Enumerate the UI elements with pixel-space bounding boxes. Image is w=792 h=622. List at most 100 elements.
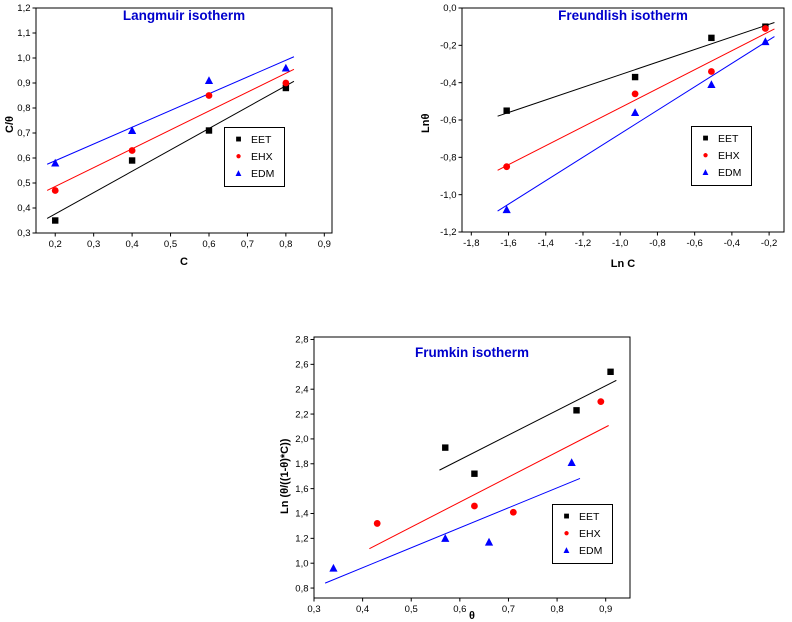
eet-fit-line — [46, 80, 295, 219]
eet-points — [442, 368, 614, 477]
y-tick-label: 0,7 — [17, 128, 30, 139]
edm-points — [502, 37, 770, 214]
y-tick-label: 0,8 — [17, 103, 30, 114]
ehx-circle-marker-icon: ● — [235, 151, 242, 163]
edm-triangle-marker-icon: ▲ — [561, 544, 572, 556]
eet-square-marker-icon: ■ — [702, 133, 709, 145]
legend-series-label: EET — [251, 134, 272, 146]
edm-fit-line — [324, 477, 581, 584]
x-tick-label: -0,4 — [724, 238, 740, 249]
x-tick-label: 0,8 — [550, 604, 563, 615]
y-tick-label: 1,0 — [17, 53, 30, 64]
legend-series-label: EDM — [251, 167, 275, 180]
freundlish-chart: -1,8 -1,6 -1,4 -1,2 -1,0 -0,8 -0,6 -0,4 -0,2 0,0 -… — [408, 0, 790, 272]
frumkin-title: Frumkin isotherm — [414, 345, 530, 360]
eet-square-marker-icon: ■ — [235, 134, 242, 146]
y-tick-label: -1,2 — [440, 227, 456, 238]
x-tick-label: 0,4 — [356, 604, 369, 615]
edm-triangle-marker-icon: ▲ — [700, 166, 711, 178]
x-tick-label: -1,8 — [463, 238, 479, 249]
x-tick-label: 0,6 — [453, 604, 466, 615]
x-tick-label: 0,7 — [241, 239, 254, 250]
langmuir-plot-canvas: 0,2 0,3 0,4 0,5 0,6 0,7 0,8 0,9 0,3 0,4 0,5 0,6 0,7 0… — [17, 3, 333, 250]
legend-item-ehx: ● EHX — [233, 149, 274, 166]
eet-square-marker-icon: ■ — [563, 511, 570, 523]
edm-fit-line — [497, 36, 775, 212]
edm-fit-line — [46, 56, 295, 165]
x-tick-label: 0,4 — [125, 239, 138, 250]
x-tick-label: 0,2 — [49, 239, 62, 250]
y-tick-label: 1,4 — [295, 509, 308, 520]
y-tick-label: 2,8 — [295, 335, 308, 346]
y-tick-label: 2,6 — [295, 360, 308, 371]
frumkin-legend: ■ EET ● EHX ▲ EDM — [552, 504, 614, 565]
ehx-circle-marker-icon: ● — [702, 150, 709, 162]
y-tick-label: 1,2 — [17, 3, 30, 14]
y-tick-label: 2,0 — [295, 434, 308, 445]
x-tick-label: 0,8 — [279, 239, 292, 250]
langmuir-title: Langmuir isotherm — [122, 8, 246, 23]
x-tick-label: 0,6 — [202, 239, 215, 250]
frumkin-x-axis-label: θ — [469, 610, 475, 622]
edm-points — [51, 63, 290, 167]
freundlish-plot-canvas: -1,8 -1,6 -1,4 -1,2 -1,0 -0,8 -0,6 -0,4 -0,2 0,0 -… — [440, 3, 785, 249]
y-tick-label: 1,1 — [17, 28, 30, 39]
legend-series-label: EHX — [579, 527, 601, 540]
ehx-fit-line — [369, 425, 609, 550]
ehx-points — [503, 25, 769, 171]
axes-ticks: -1,8 -1,6 -1,4 -1,2 -1,0 -0,8 -0,6 -0,4 -0,2 0,0 -… — [440, 3, 777, 249]
x-tick-label: 0,3 — [87, 239, 100, 250]
y-tick-label: 0,6 — [17, 153, 30, 164]
legend-series-label: EHX — [251, 150, 273, 163]
plot-frame — [461, 7, 785, 233]
y-tick-label: 1,2 — [295, 534, 308, 545]
x-tick-label: -0,8 — [649, 238, 665, 249]
legend-series-label: EHX — [718, 149, 740, 162]
frumkin-plot-canvas: 0,3 0,4 0,5 0,6 0,7 0,8 0,9 0,8 1,0 1,2 1,4 1,6 1,8 2… — [295, 335, 631, 615]
legend-item-eet: ■ EET — [561, 509, 602, 526]
y-tick-label: 0,5 — [17, 178, 30, 189]
langmuir-chart: 0,2 0,3 0,4 0,5 0,6 0,7 0,8 0,9 0,3 0,4 0,5 0,6 0,7 0… — [0, 0, 348, 270]
x-tick-label: 0,9 — [318, 239, 331, 250]
y-tick-label: 2,2 — [295, 409, 308, 420]
y-tick-label: 1,6 — [295, 484, 308, 495]
ehx-points — [51, 79, 290, 194]
legend-item-eet: ■ EET — [700, 131, 741, 148]
x-tick-label: 0,9 — [599, 604, 612, 615]
ehx-fit-line — [46, 68, 295, 191]
x-tick-label: -1,6 — [500, 238, 516, 249]
legend-item-ehx: ● EHX — [561, 526, 602, 543]
x-tick-label: -1,0 — [612, 238, 628, 249]
y-tick-label: -0,4 — [440, 78, 456, 89]
y-tick-label: 0,0 — [443, 3, 456, 14]
x-tick-label: -0,2 — [761, 238, 777, 249]
frumkin-y-axis-label: Ln (θ/((1-θ)*C)) — [279, 438, 291, 514]
freundlish-y-axis-label: Lnθ — [420, 113, 432, 133]
legend-item-eet: ■ EET — [233, 132, 274, 149]
legend-series-label: EDM — [579, 544, 603, 557]
x-tick-label: -0,6 — [686, 238, 702, 249]
freundlish-x-axis-label: Ln C — [610, 258, 636, 270]
y-tick-label: 0,4 — [17, 203, 30, 214]
freundlish-legend: ■ EET ● EHX ▲ EDM — [691, 126, 753, 187]
ehx-fit-line — [497, 28, 775, 171]
edm-triangle-marker-icon: ▲ — [233, 167, 244, 179]
plot-frame — [35, 7, 333, 234]
x-tick-label: 0,5 — [405, 604, 418, 615]
axes-ticks: 0,2 0,3 0,4 0,5 0,6 0,7 0,8 0,9 0,3 0,4 0,5 0,6 0,7 0… — [17, 3, 331, 250]
axes-ticks: 0,3 0,4 0,5 0,6 0,7 0,8 0,9 0,8 1,0 1,2 1,4 1,6 1,8 2… — [295, 335, 612, 615]
legend-item-ehx: ● EHX — [700, 148, 741, 165]
legend-series-label: EET — [718, 133, 739, 145]
frumkin-chart: 0,3 0,4 0,5 0,6 0,7 0,8 0,9 0,8 1,0 1,2 1,4 1,6 1,8 2… — [278, 330, 644, 622]
y-tick-label: 0,9 — [17, 78, 30, 89]
y-tick-label: 1,0 — [295, 558, 308, 569]
ehx-circle-marker-icon: ● — [563, 528, 570, 540]
freundlish-title: Freundlish isotherm — [558, 8, 688, 23]
x-tick-label: 0,5 — [164, 239, 177, 250]
langmuir-y-axis-label: C/θ — [4, 116, 16, 133]
eet-fit-line — [439, 379, 617, 471]
y-tick-label: 2,4 — [295, 384, 308, 395]
ehx-points — [373, 398, 605, 527]
legend-series-label: EET — [579, 511, 600, 523]
